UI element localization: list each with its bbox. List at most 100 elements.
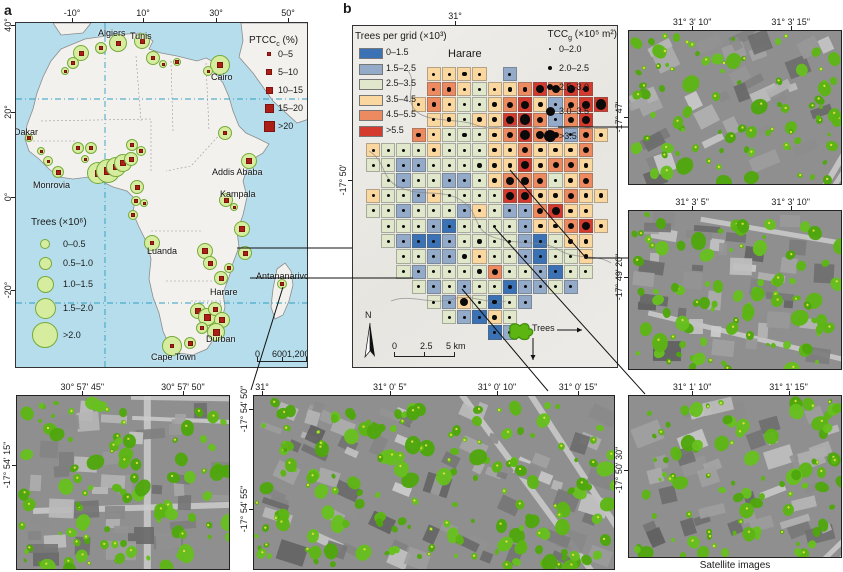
tree-speck	[280, 520, 283, 523]
tcc-dot	[446, 87, 452, 92]
tree-blob	[281, 440, 286, 445]
tree-blob	[730, 480, 736, 486]
tree-speck	[554, 504, 557, 508]
tcc-dot	[402, 163, 405, 167]
axis-tick	[11, 197, 15, 198]
tcc-dot	[478, 148, 481, 152]
tcc-dot	[554, 239, 557, 243]
tcc-dot	[538, 163, 543, 168]
tcc-dot	[538, 102, 543, 107]
tree-blob	[643, 134, 651, 141]
tree-speck	[663, 33, 667, 37]
tcc-dot	[567, 116, 574, 123]
tree-speck	[362, 548, 366, 552]
tree-blob	[807, 540, 817, 549]
tree-speck	[473, 553, 477, 557]
tree-speck	[642, 83, 646, 87]
trees-legend-circle	[32, 322, 58, 348]
tcc-dot	[582, 131, 589, 138]
ptcc-square	[128, 156, 134, 162]
tree-speck	[823, 84, 827, 88]
city-label-monrovia: Monrovia	[33, 180, 71, 190]
ptcc-square	[212, 306, 218, 312]
tree-speck	[102, 541, 106, 545]
tree-blob	[595, 424, 604, 432]
tree-blob	[164, 507, 179, 521]
tcc-dot	[432, 72, 436, 76]
tcc-dot	[493, 87, 497, 91]
ptcc-square	[207, 260, 213, 266]
trees-legend-circle	[36, 275, 54, 293]
tree-blob	[688, 41, 696, 49]
tcc-dot	[386, 239, 390, 243]
tcc-dot	[432, 87, 436, 91]
tcc-dot	[553, 147, 558, 153]
sat-latitude-label: -17° 54' 50"	[239, 385, 249, 433]
tcc-legend-dot	[545, 106, 555, 116]
tree-blob	[690, 142, 701, 154]
tree-speck	[664, 49, 667, 52]
tree-blob	[83, 534, 90, 540]
ptcc-square	[134, 199, 138, 203]
tcc-dot	[477, 269, 482, 274]
tree-speck	[730, 441, 734, 445]
tree-speck	[399, 464, 403, 468]
tree-speck	[181, 532, 185, 536]
tree-speck	[255, 502, 259, 505]
ptcc-square	[151, 56, 155, 60]
africa-map-frame: Algiers Tunis Cairo Dakar Monrovia Addis Abab…	[15, 22, 308, 368]
tcc-dot	[386, 179, 390, 182]
ptcc-square	[99, 46, 103, 50]
tree-speck	[411, 409, 415, 413]
tcc-dot	[554, 255, 557, 258]
tree-speck	[442, 472, 446, 475]
tcc-dot	[567, 101, 574, 108]
tree-blob	[741, 448, 762, 468]
north-label: N	[365, 310, 372, 320]
tcc-legend-title: TCCg (×10⁵ m²)	[547, 29, 617, 42]
tree-blob	[263, 541, 271, 548]
tree-speck	[478, 440, 481, 444]
tree-blob	[388, 423, 398, 434]
tcc-dot	[523, 255, 527, 258]
ptcc-square	[175, 60, 179, 64]
ptcc-legend-item: 0–5	[278, 49, 294, 59]
tree-blob	[373, 490, 382, 499]
tcc-dot	[519, 129, 531, 141]
tree-speck	[320, 441, 323, 444]
longitude-tick-label: 31°	[448, 11, 462, 21]
tree-blob	[641, 65, 648, 72]
ptcc-square	[63, 69, 67, 73]
tree-speck	[76, 476, 79, 479]
building	[729, 257, 753, 276]
tree-speck	[825, 177, 828, 180]
tree-speck	[777, 78, 780, 82]
tree-blob	[206, 533, 213, 541]
tree-blob	[329, 561, 336, 568]
tcc-legend-item: 2.5–3.0	[559, 82, 590, 92]
tcc-dot	[386, 209, 390, 213]
tree-speck	[642, 67, 646, 71]
sat-longitude-tick	[578, 391, 580, 395]
building	[779, 214, 800, 228]
building	[691, 264, 703, 272]
tree-speck	[707, 473, 710, 477]
tree-blob	[178, 543, 195, 563]
tcc-dot	[462, 224, 466, 228]
tcc-dot	[554, 103, 557, 106]
tcc-dot	[462, 179, 466, 182]
tcc-dot	[447, 103, 451, 106]
tree-speck	[499, 522, 502, 526]
grid-legend-swatch	[359, 79, 383, 91]
tree-blob	[377, 423, 386, 433]
tree-blob	[758, 492, 766, 501]
tcc-dot	[568, 178, 573, 183]
sat-longitude-label: 31° 3' 10"	[771, 197, 810, 207]
sat-longitude-tick	[389, 391, 391, 395]
sat-bottom-right-image	[628, 395, 842, 558]
ptcc-square	[223, 197, 229, 203]
tcc-dot	[478, 133, 481, 137]
ptcc-square	[39, 149, 43, 153]
tree-blob	[833, 473, 841, 490]
tree-blob	[717, 146, 725, 154]
